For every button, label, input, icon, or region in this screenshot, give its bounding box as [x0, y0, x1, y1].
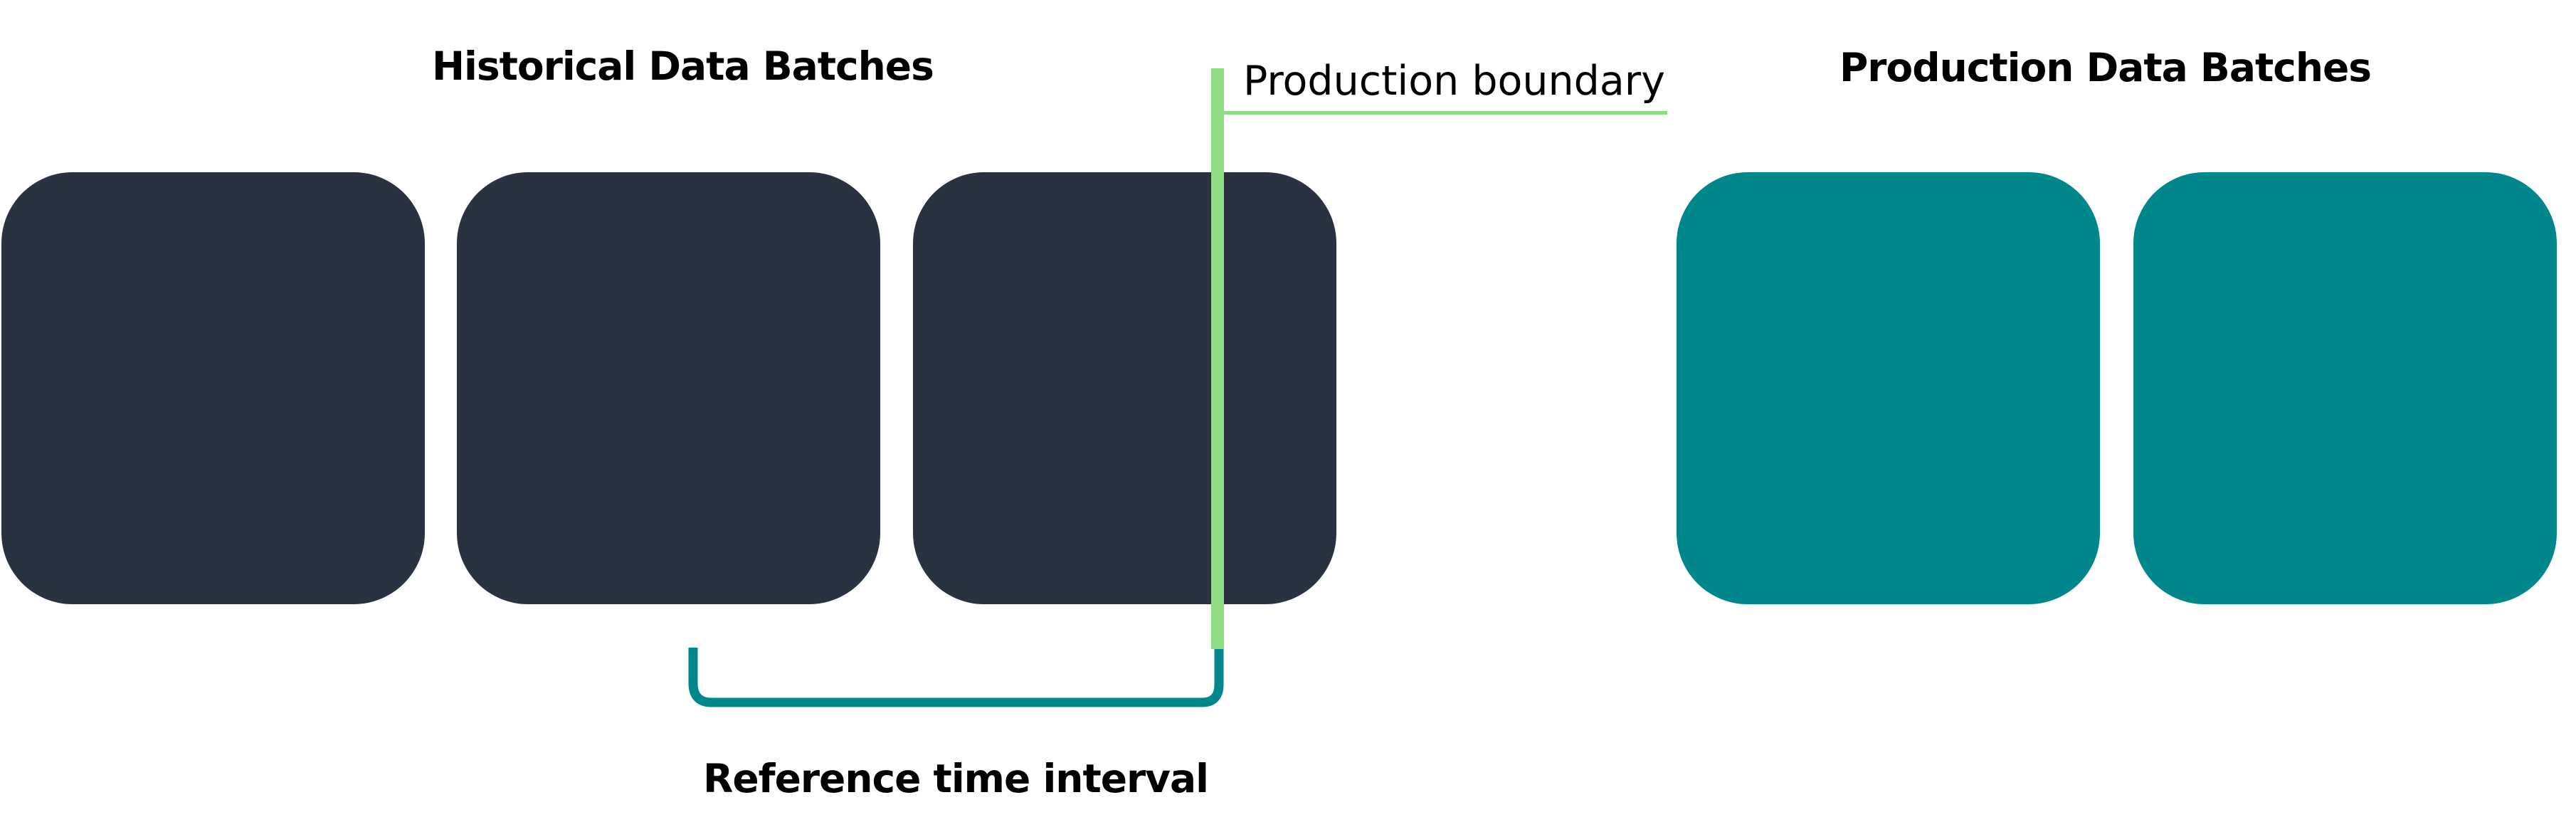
production-batch-1 — [1677, 172, 2100, 604]
reference-interval-label: Reference time interval — [703, 756, 1208, 801]
historical-batch-3 — [913, 172, 1336, 604]
production-boundary-line — [1211, 68, 1224, 649]
production-batches-heading: Production Data Batches — [1839, 45, 2372, 90]
bracket-path — [688, 648, 1224, 707]
production-boundary-label: Production boundary — [1243, 58, 1665, 105]
production-boundary-underline — [1224, 111, 1667, 115]
historical-batch-2 — [457, 172, 880, 604]
historical-batches-heading: Historical Data Batches — [432, 43, 934, 89]
production-batch-2 — [2133, 172, 2557, 604]
historical-batch-1 — [1, 172, 425, 604]
